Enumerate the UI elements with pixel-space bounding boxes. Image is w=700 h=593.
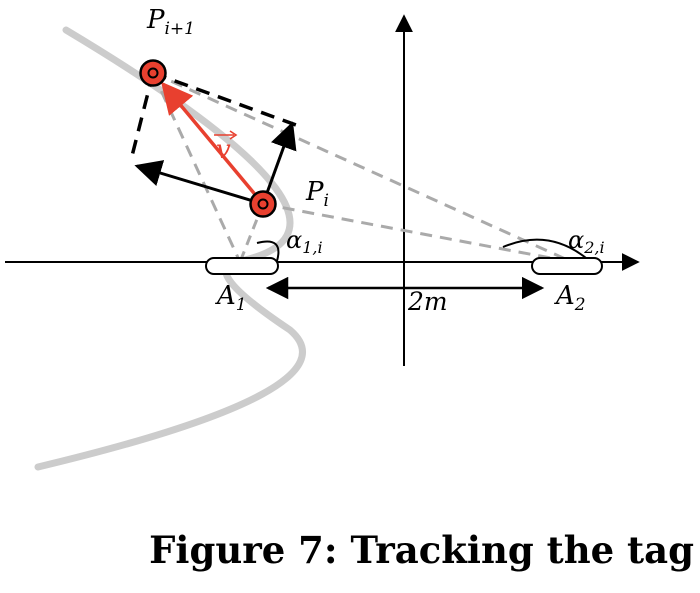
hyperbola-curve <box>34 26 306 471</box>
label-distance: 2m <box>407 287 448 316</box>
label-vector: v <box>214 130 238 165</box>
velocity-vector <box>160 81 265 206</box>
tag-p-i <box>249 190 277 218</box>
label-p-i: Pi <box>305 177 329 211</box>
label-a1: A1 <box>215 281 247 315</box>
angle-arc-alpha1 <box>256 240 280 262</box>
figure-caption: Figure 7: Tracking the tag <box>149 528 694 572</box>
antenna-a1 <box>205 257 279 275</box>
label-p-next: Pi+1 <box>146 5 195 39</box>
dashed-pnext-a1 <box>151 72 242 263</box>
dashed-pi-a2 <box>262 202 573 264</box>
antenna-a2 <box>531 257 603 275</box>
angle-arc-alpha2 <box>502 238 587 259</box>
label-a2: A2 <box>554 281 586 315</box>
label-alpha2: α2,i <box>568 226 605 257</box>
dashed-box-left <box>129 72 155 161</box>
component-arrow-up <box>261 121 297 205</box>
dashed-pnext-a2 <box>152 71 573 264</box>
component-arrow-left <box>134 160 264 206</box>
svg-text:v: v <box>216 135 231 165</box>
dashed-pi-a1 <box>238 203 265 263</box>
label-alpha1: α1,i <box>286 226 323 257</box>
tag-p-next <box>139 59 167 87</box>
